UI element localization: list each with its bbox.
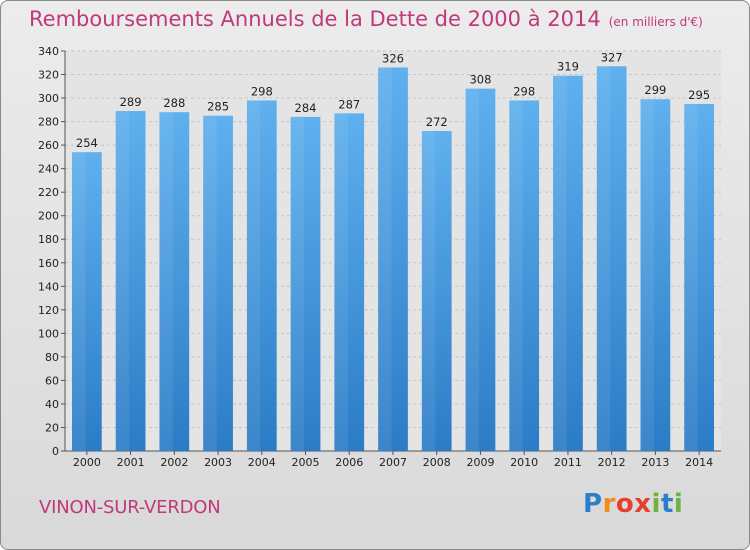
bar-chart: 0 20 40 60 80 100 120 140 160 180 200 220 240 260 280 3… [38, 45, 721, 469]
x-tick-label-2001: 2001 [117, 456, 145, 469]
x-tick-label-2003: 2003 [204, 456, 232, 469]
logo-letter: o [615, 489, 635, 519]
bar-2010 [509, 100, 540, 451]
logo-letter: r [602, 489, 616, 519]
bar-highlight-2012 [596, 66, 611, 451]
x-tick-label-2013: 2013 [641, 456, 669, 469]
proxiti-logo: Proxiti [583, 489, 683, 519]
value-label-2008: 272 [426, 115, 448, 129]
x-tick-label-2007: 2007 [379, 456, 407, 469]
y-tick-label: 40 [45, 398, 59, 411]
y-tick-label: 160 [38, 257, 59, 270]
value-label-2013: 299 [644, 83, 666, 97]
x-tick-label-2002: 2002 [160, 456, 188, 469]
y-tick-label: 300 [38, 92, 59, 105]
y-tick-label: 0 [52, 445, 59, 458]
y-tick-label: 200 [38, 210, 59, 223]
value-label-2012: 327 [601, 50, 623, 64]
y-tick-label: 320 [38, 69, 59, 82]
y-tick-label: 140 [38, 280, 59, 293]
bar-highlight-2011 [553, 75, 567, 452]
value-label-2011: 319 [557, 60, 579, 74]
bar-highlight-2004 [246, 100, 261, 451]
y-tick-label: 100 [38, 327, 59, 340]
bar-2007 [378, 67, 408, 452]
y-tick-label: 80 [45, 351, 59, 364]
y-tick-label: 60 [45, 374, 59, 387]
logo-letter: x [634, 489, 652, 519]
bar-highlight-2007 [378, 67, 392, 452]
bar-2006 [334, 113, 365, 452]
x-tick-label-2006: 2006 [335, 456, 363, 469]
bar-highlight-2010 [509, 100, 523, 451]
bar-highlight-2008 [421, 131, 436, 451]
bar-highlight-2000 [71, 152, 86, 452]
y-tick-label: 120 [38, 304, 59, 317]
bar-highlight-2001 [115, 111, 130, 451]
value-label-2000: 254 [76, 136, 98, 150]
x-tick-label-2014: 2014 [685, 456, 713, 469]
bar-highlight-2014 [684, 103, 698, 452]
bar-2008 [421, 131, 452, 451]
bar-2013 [640, 99, 671, 451]
bar-highlight-2003 [203, 115, 217, 452]
x-tick-label-2012: 2012 [598, 456, 626, 469]
chart-subtitle: (en milliers d'€) [608, 15, 703, 29]
value-label-2004: 298 [251, 84, 273, 98]
bar-highlight-2013 [640, 99, 654, 451]
bar-2011 [553, 75, 583, 452]
y-tick-label: 180 [38, 233, 59, 246]
bar-2014 [684, 103, 715, 452]
value-label-2003: 285 [207, 100, 229, 114]
x-tick-label-2009: 2009 [466, 456, 494, 469]
bar-2005 [290, 116, 321, 451]
y-tick-label: 20 [45, 421, 59, 434]
value-label-2006: 287 [338, 97, 360, 111]
logo-letter: t [660, 489, 674, 519]
chart-title-text: Remboursements Annuels de la Dette de 20… [29, 7, 601, 31]
x-tick-label-2010: 2010 [510, 456, 538, 469]
bars [71, 66, 715, 452]
value-label-2007: 326 [382, 51, 404, 65]
bar-2009 [465, 88, 496, 451]
x-tick-label-2008: 2008 [423, 456, 451, 469]
y-tick-label: 280 [38, 116, 59, 129]
y-tick-label: 220 [38, 186, 59, 199]
logo-letter: P [583, 489, 603, 519]
logo-letter: i [673, 489, 684, 519]
bar-2001 [115, 111, 146, 451]
y-tick-label: 340 [38, 45, 59, 58]
x-tick-label-2004: 2004 [248, 456, 276, 469]
bar-highlight-2006 [334, 113, 348, 452]
bar-2012 [596, 66, 627, 451]
chart-title: Remboursements Annuels de la Dette de 20… [29, 7, 703, 31]
value-label-2002: 288 [163, 96, 185, 110]
x-tick-label-2005: 2005 [292, 456, 320, 469]
value-label-2010: 298 [513, 84, 535, 98]
value-label-2014: 295 [688, 88, 710, 102]
y-tick-label: 240 [38, 163, 59, 176]
labels: 0 20 40 60 80 100 120 140 160 180 200 220 240 260 280 3… [38, 45, 713, 469]
y-tick-label: 260 [38, 139, 59, 152]
value-label-2009: 308 [469, 73, 491, 87]
bar-highlight-2002 [159, 112, 173, 452]
value-label-2001: 289 [120, 95, 142, 109]
value-label-2005: 284 [295, 101, 317, 115]
bar-highlight-2009 [465, 88, 479, 451]
bar-2000 [71, 152, 102, 452]
town-name: VINON-SUR-VERDON [39, 497, 221, 518]
bar-2002 [159, 112, 190, 452]
bar-highlight-2005 [290, 116, 305, 451]
bar-2003 [203, 115, 233, 452]
x-tick-label-2011: 2011 [554, 456, 582, 469]
x-tick-label-2000: 2000 [73, 456, 101, 469]
logo-letter: i [651, 489, 661, 519]
bar-2004 [246, 100, 277, 451]
